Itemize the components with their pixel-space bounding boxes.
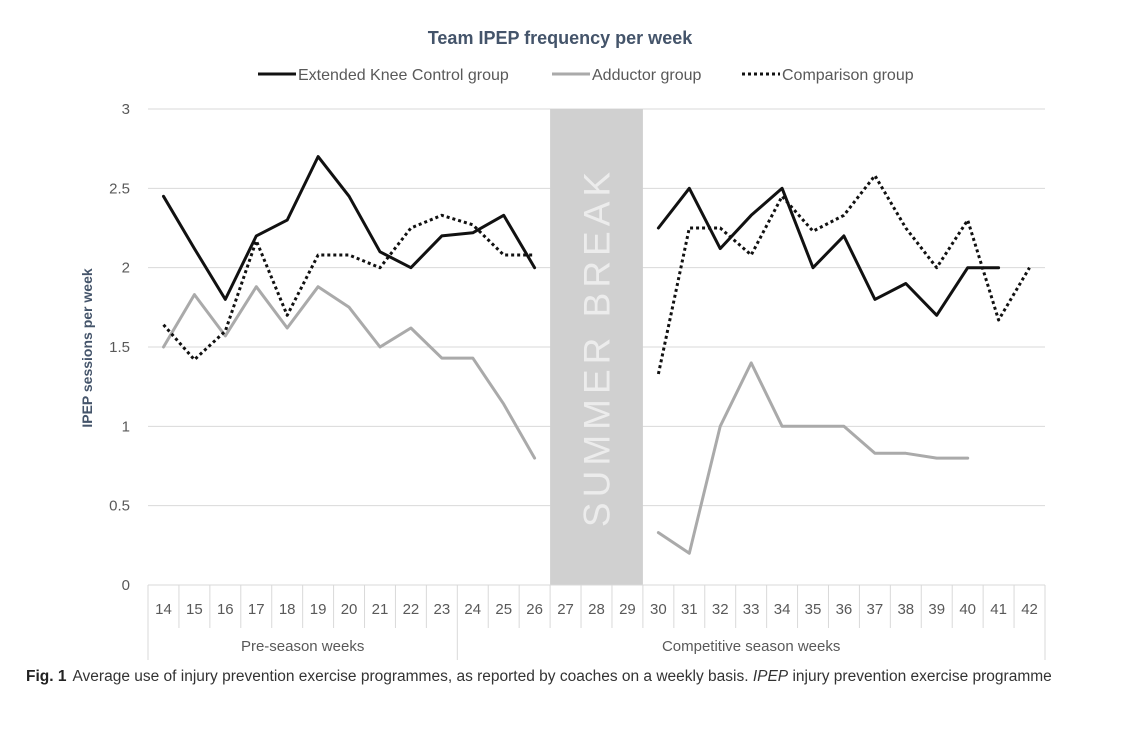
x-tick-label: 22 xyxy=(403,601,420,618)
x-tick-label: 26 xyxy=(526,601,543,618)
x-tick-label: 35 xyxy=(805,601,822,618)
legend-label: Extended Knee Control group xyxy=(298,67,509,84)
x-tick-label: 33 xyxy=(743,601,760,618)
x-tick-label: 21 xyxy=(372,601,389,618)
x-tick-label: 32 xyxy=(712,601,729,618)
x-tick-label: 15 xyxy=(186,601,203,618)
x-tick-label: 19 xyxy=(310,601,327,618)
y-axis: 0 0.5 1 1.5 2 2.5 3 xyxy=(109,101,130,594)
x-tick-label: 17 xyxy=(248,601,265,618)
series-comparison-group xyxy=(162,174,1031,375)
shaded-region: SUMMER BREAK xyxy=(550,109,643,585)
x-tick-label: 18 xyxy=(279,601,296,618)
summer-break-band xyxy=(550,109,643,585)
x-tick-label: 30 xyxy=(650,601,667,618)
x-group-label: Competitive season weeks xyxy=(662,638,840,655)
figure-caption: Fig. 1 Average use of injury prevention e… xyxy=(26,666,1096,687)
series-line xyxy=(656,361,970,555)
series-line xyxy=(656,174,1031,375)
x-tick-label: 14 xyxy=(155,601,172,618)
y-tick-label: 3 xyxy=(122,101,130,118)
y-tick-label: 2.5 xyxy=(109,180,130,197)
chart: SUMMER BREAK 14 15 16 17 18 19 20 21 22 23 24 25 26 2… xyxy=(79,28,1046,660)
x-tick-label: 34 xyxy=(774,601,791,618)
x-axis: 14 15 16 17 18 19 20 21 22 23 24 25 26 27 28 29 30 31 32 33… xyxy=(147,584,1046,660)
caption-abbreviation: IPEP xyxy=(752,668,789,685)
y-tick-label: 2 xyxy=(122,260,130,277)
x-tick-label: 42 xyxy=(1021,601,1038,618)
y-tick-label: 1.5 xyxy=(109,339,130,356)
caption-label: Fig. 1 xyxy=(26,668,67,685)
series-extended-knee-control-group xyxy=(162,155,1001,317)
chart-title: Team IPEP frequency per week xyxy=(428,28,693,48)
x-tick-label: 41 xyxy=(990,601,1007,618)
x-tick-label: 28 xyxy=(588,601,605,618)
series-line xyxy=(162,155,537,301)
x-tick-label: 40 xyxy=(959,601,976,618)
caption-text-after: injury prevention exercise programme xyxy=(788,668,1052,685)
y-tick-label: 0.5 xyxy=(109,498,130,515)
x-tick-label: 29 xyxy=(619,601,636,618)
series-line xyxy=(162,285,537,460)
x-tick-label: 36 xyxy=(836,601,853,618)
x-tick-label: 24 xyxy=(464,601,481,618)
x-tick-label: 37 xyxy=(867,601,884,618)
y-tick-label: 0 xyxy=(122,577,130,594)
x-tick-label: 20 xyxy=(341,601,358,618)
x-tick-label: 23 xyxy=(434,601,451,618)
x-tick-label: 16 xyxy=(217,601,234,618)
legend-label: Comparison group xyxy=(782,67,914,84)
plot-area xyxy=(162,155,1031,555)
y-tick-label: 1 xyxy=(122,418,130,435)
x-tick-label: 27 xyxy=(557,601,574,618)
x-tick-label: 38 xyxy=(897,601,914,618)
x-tick-label: 31 xyxy=(681,601,698,618)
summer-break-label: SUMMER BREAK xyxy=(577,167,618,527)
x-tick-label: 25 xyxy=(495,601,512,618)
caption-text-before: Average use of injury prevention exercis… xyxy=(72,668,753,685)
series-adductor-group xyxy=(162,285,970,555)
x-tick-label: 39 xyxy=(928,601,945,618)
y-axis-label: IPEP sessions per week xyxy=(79,268,95,427)
legend-label: Adductor group xyxy=(592,67,702,84)
legend: Extended Knee Control group Adductor grou… xyxy=(258,67,914,84)
x-group-label: Pre-season weeks xyxy=(241,638,364,655)
series-line xyxy=(656,186,1001,317)
